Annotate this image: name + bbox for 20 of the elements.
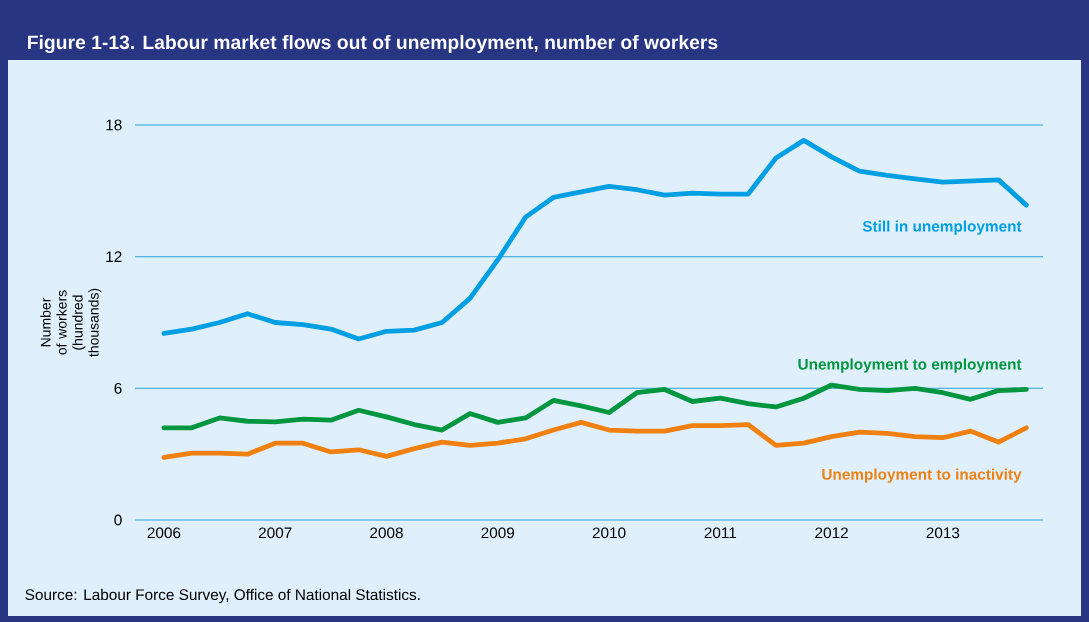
x-tick-label: 2009 <box>481 527 515 539</box>
y-tick-label: 18 <box>106 119 122 131</box>
y-tick-label: 6 <box>114 382 122 394</box>
series-label: Unemployment to employment <box>798 358 1022 373</box>
x-tick-label: 2008 <box>370 527 403 539</box>
source-note: Source: Labour Force Survey, Office of National Statistics. <box>25 588 420 604</box>
line-series <box>161 419 1029 460</box>
x-tick-label: 2012 <box>815 527 848 539</box>
y-tick-label: 12 <box>106 251 122 263</box>
y-axis-title: Number of workers (hundred thousands) <box>40 288 102 357</box>
x-tick-label: 2011 <box>704 527 737 539</box>
x-tick-label: 2006 <box>147 527 181 539</box>
chart-title: Figure 1-13. Labour market flows out of unemployment, number of workers <box>28 34 718 54</box>
x-tick-label: 2010 <box>592 527 626 539</box>
y-tick-label: 0 <box>114 514 122 526</box>
x-tick-label: 2007 <box>258 527 292 539</box>
line-series <box>161 382 1029 433</box>
series-label: Unemployment to inactivity <box>822 468 1022 483</box>
series-label: Still in unemployment <box>862 220 1022 235</box>
x-tick-label: 2013 <box>926 527 960 539</box>
